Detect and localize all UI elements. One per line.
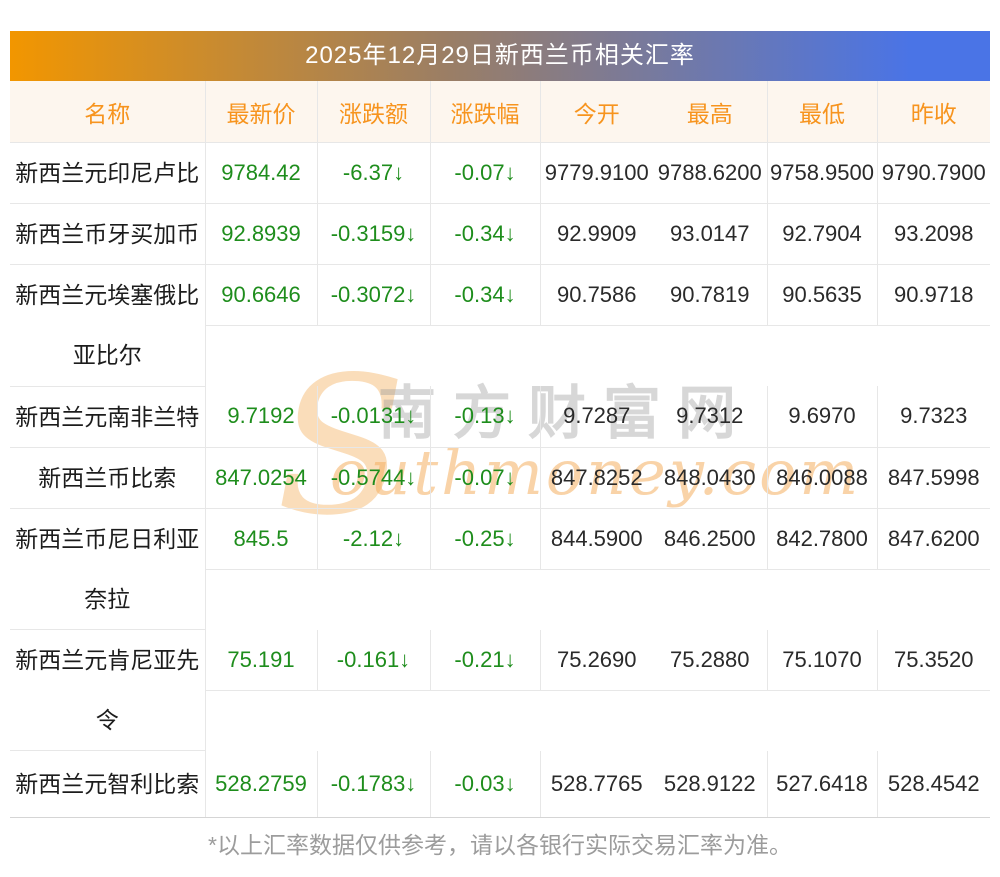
high-cell: 9788.6200 — [653, 142, 768, 204]
change-amount-cell: -2.12↓ — [317, 508, 431, 570]
column-header-open: 今开 — [540, 81, 653, 143]
high-cell: 528.9122 — [653, 750, 768, 818]
low-cell: 9.6970 — [767, 386, 878, 448]
table-row: 新西兰币尼日利亚奈拉 845.5 -2.12↓ -0.25↓ 844.5900 … — [10, 508, 990, 630]
table-row: 新西兰元肯尼亚先令 75.191 -0.161↓ -0.21↓ 75.2690 … — [10, 629, 990, 751]
exchange-rate-table: 名称 最新价 涨跌额 涨跌幅 今开 最高 最低 昨收 新西兰元印尼卢比 9784… — [10, 81, 990, 818]
currency-name-cell: 新西兰元智利比索 — [10, 750, 206, 818]
high-cell: 9.7312 — [653, 386, 768, 448]
open-cell: 92.9909 — [540, 203, 653, 265]
low-cell: 9758.9500 — [767, 142, 878, 204]
page-title: 2025年12月29日新西兰币相关汇率 — [10, 31, 990, 81]
table-row: 新西兰币比索 847.0254 -0.5744↓ -0.07↓ 847.8252… — [10, 447, 990, 509]
change-amount-cell: -0.3072↓ — [317, 264, 431, 326]
column-header-change: 涨跌额 — [317, 81, 431, 143]
open-cell: 844.5900 — [540, 508, 653, 570]
currency-name-cell: 新西兰币牙买加币 — [10, 203, 206, 265]
column-header-prev: 昨收 — [877, 81, 990, 143]
empty-cell — [205, 569, 990, 630]
table-header-row: 名称 最新价 涨跌额 涨跌幅 今开 最高 最低 昨收 — [10, 81, 990, 143]
change-pct-cell: -0.07↓ — [430, 447, 541, 509]
low-cell: 527.6418 — [767, 750, 878, 818]
latest-price-cell: 75.191 — [205, 629, 318, 691]
prev-close-cell: 90.9718 — [877, 264, 990, 326]
change-pct-cell: -0.21↓ — [430, 629, 541, 691]
latest-price-cell: 847.0254 — [205, 447, 318, 509]
empty-cell — [205, 326, 990, 387]
high-cell: 846.2500 — [653, 508, 768, 570]
low-cell: 75.1070 — [767, 629, 878, 691]
change-pct-cell: -0.03↓ — [430, 750, 541, 818]
open-cell: 90.7586 — [540, 264, 653, 326]
low-cell: 92.7904 — [767, 203, 878, 265]
currency-name-cell: 新西兰元埃塞俄比亚比尔 — [10, 264, 206, 387]
change-amount-cell: -0.161↓ — [317, 629, 431, 691]
high-cell: 93.0147 — [653, 203, 768, 265]
latest-price-cell: 90.6646 — [205, 264, 318, 326]
high-cell: 75.2880 — [653, 629, 768, 691]
column-header-high: 最高 — [653, 81, 768, 143]
prev-close-cell: 9.7323 — [877, 386, 990, 448]
currency-name-cell: 新西兰元肯尼亚先令 — [10, 629, 206, 751]
low-cell: 842.7800 — [767, 508, 878, 570]
change-pct-cell: -0.34↓ — [430, 264, 541, 326]
latest-price-cell: 9.7192 — [205, 386, 318, 448]
column-header-low: 最低 — [767, 81, 878, 143]
open-cell: 847.8252 — [540, 447, 653, 509]
table-row: 新西兰元埃塞俄比亚比尔 90.6646 -0.3072↓ -0.34↓ 90.7… — [10, 264, 990, 387]
high-cell: 90.7819 — [653, 264, 768, 326]
latest-price-cell: 528.2759 — [205, 750, 318, 818]
open-cell: 75.2690 — [540, 629, 653, 691]
change-amount-cell: -6.37↓ — [317, 142, 431, 204]
prev-close-cell: 93.2098 — [877, 203, 990, 265]
change-pct-cell: -0.07↓ — [430, 142, 541, 204]
currency-name-cell: 新西兰元南非兰特 — [10, 386, 206, 448]
disclaimer-note: *以上汇率数据仅供参考，请以各银行实际交易汇率为准。 — [208, 832, 792, 858]
high-cell: 848.0430 — [653, 447, 768, 509]
open-cell: 9.7287 — [540, 386, 653, 448]
prev-close-cell: 9790.7900 — [877, 142, 990, 204]
latest-price-cell: 92.8939 — [205, 203, 318, 265]
change-amount-cell: -0.0131↓ — [317, 386, 431, 448]
prev-close-cell: 847.5998 — [877, 447, 990, 509]
open-cell: 9779.9100 — [540, 142, 653, 204]
prev-close-cell: 528.4542 — [877, 750, 990, 818]
latest-price-cell: 845.5 — [205, 508, 318, 570]
table-row: 新西兰元印尼卢比 9784.42 -6.37↓ -0.07↓ 9779.9100… — [10, 142, 990, 204]
low-cell: 90.5635 — [767, 264, 878, 326]
table-row: 新西兰元南非兰特 9.7192 -0.0131↓ -0.13↓ 9.7287 9… — [10, 386, 990, 448]
change-amount-cell: -0.5744↓ — [317, 447, 431, 509]
open-cell: 528.7765 — [540, 750, 653, 818]
prev-close-cell: 847.6200 — [877, 508, 990, 570]
column-header-name: 名称 — [10, 81, 206, 143]
currency-name-cell: 新西兰元印尼卢比 — [10, 142, 206, 204]
change-amount-cell: -0.1783↓ — [317, 750, 431, 818]
latest-price-cell: 9784.42 — [205, 142, 318, 204]
column-header-pct: 涨跌幅 — [430, 81, 541, 143]
low-cell: 846.0088 — [767, 447, 878, 509]
table-row: 新西兰币牙买加币 92.8939 -0.3159↓ -0.34↓ 92.9909… — [10, 203, 990, 265]
table-row: 新西兰元智利比索 528.2759 -0.1783↓ -0.03↓ 528.77… — [10, 750, 990, 818]
currency-name-cell: 新西兰币尼日利亚奈拉 — [10, 508, 206, 630]
column-header-latest: 最新价 — [205, 81, 318, 143]
empty-cell — [205, 690, 990, 751]
change-pct-cell: -0.34↓ — [430, 203, 541, 265]
prev-close-cell: 75.3520 — [877, 629, 990, 691]
currency-name-cell: 新西兰币比索 — [10, 447, 206, 509]
change-amount-cell: -0.3159↓ — [317, 203, 431, 265]
change-pct-cell: -0.25↓ — [430, 508, 541, 570]
change-pct-cell: -0.13↓ — [430, 386, 541, 448]
